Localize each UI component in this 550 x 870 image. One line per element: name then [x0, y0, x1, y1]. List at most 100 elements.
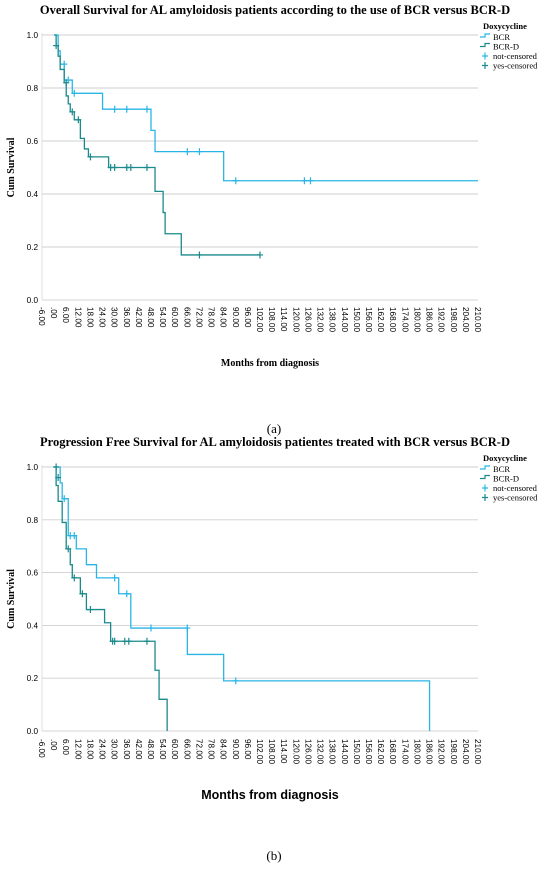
x-tick-label: 174.00: [400, 307, 409, 332]
x-tick-label: 54.00: [158, 739, 167, 760]
x-tick-label: -6.00: [37, 307, 46, 326]
survival-curve-bcr: [54, 466, 431, 731]
x-tick-label: 48.00: [146, 307, 155, 328]
survival-curve-bcr: [54, 34, 478, 182]
x-tick-label: 66.00: [182, 739, 191, 760]
y-tick-label: 1.0: [27, 31, 39, 40]
x-tick-label: 204.00: [461, 307, 470, 332]
x-tick-label: 102.00: [255, 307, 264, 332]
legend-entry: BCR-D: [493, 474, 519, 484]
censor-mark-bcr: [61, 495, 68, 503]
censor-mark-bcr-d: [257, 251, 263, 259]
x-tick-label: 162.00: [376, 739, 385, 764]
y-tick-label: 0.8: [27, 84, 39, 93]
chart-title: Progression Free Survival for AL amyloid…: [40, 435, 510, 449]
censor-mark-bcr-d: [69, 108, 76, 116]
y-axis-title: Cum Survival: [6, 569, 17, 629]
legend-title: Doxycycline: [483, 21, 527, 31]
x-tick-label: 18.00: [85, 739, 94, 760]
legend-entry: BCR: [493, 32, 510, 42]
censor-mark-bcr: [196, 148, 203, 156]
x-tick-label: 174.00: [400, 739, 409, 764]
censor-mark-bcr: [232, 677, 239, 685]
y-tick-label: 0.6: [27, 569, 39, 578]
x-tick-label: 150.00: [352, 307, 361, 332]
censor-mark-bcr-d: [111, 164, 118, 171]
x-tick-label: 6.00: [61, 307, 70, 323]
legend-swatch: [480, 465, 490, 470]
x-tick-label: 186.00: [425, 739, 434, 764]
x-tick-label: 108.00: [267, 307, 276, 332]
x-tick-label: 12.00: [73, 739, 82, 760]
censor-mark-bcr: [307, 177, 314, 185]
x-tick-label: 168.00: [388, 307, 397, 332]
x-tick-label: 102.00: [255, 739, 264, 764]
x-tick-label: 96.00: [243, 307, 252, 328]
x-tick-label: 114.00: [279, 739, 288, 764]
x-tick-label: 12.00: [73, 307, 82, 328]
x-tick-label: 144.00: [340, 739, 349, 764]
x-tick-label: 180.00: [412, 307, 421, 332]
legend-swatch: [482, 494, 488, 501]
censor-mark-bcr: [111, 105, 118, 113]
censor-mark-bcr-d: [53, 463, 60, 471]
censor-mark-bcr: [61, 60, 68, 68]
censor-mark-bcr-d: [87, 606, 94, 614]
x-tick-label: 126.00: [303, 739, 312, 764]
censor-mark-bcr: [123, 590, 130, 598]
legend-swatch: [480, 42, 490, 48]
overall-survival-chart: Overall Survival for AL amyloidosis pati…: [6, 3, 538, 369]
censor-mark-bcr: [148, 624, 154, 632]
y-tick-label: 0.4: [27, 190, 39, 199]
x-tick-label: 90.00: [231, 307, 240, 328]
x-tick-label: 114.00: [279, 307, 288, 332]
x-tick-label: 132.00: [316, 307, 325, 332]
censor-mark-bcr: [71, 89, 78, 97]
progression-free-survival-chart: Progression Free Survival for AL amyloid…: [6, 435, 538, 802]
x-tick-label: 72.00: [194, 739, 203, 760]
legend-entry: not-censored: [493, 483, 538, 493]
x-tick-label: 126.00: [303, 307, 312, 332]
censor-mark-bcr: [301, 177, 308, 185]
x-tick-label: 84.00: [219, 739, 228, 760]
legend-entry: not-censored: [493, 51, 538, 61]
x-tick-label: 24.00: [98, 307, 107, 328]
legend-entry: yes-censored: [493, 61, 538, 71]
x-tick-label: 42.00: [134, 739, 143, 760]
x-tick-label: -6.00: [37, 739, 46, 758]
x-tick-label: 204.00: [461, 739, 470, 764]
x-axis-title: Months from diagnosis: [201, 788, 339, 802]
legend-swatch: [480, 474, 490, 480]
x-tick-label: 156.00: [364, 307, 373, 332]
censor-mark-bcr: [143, 105, 150, 113]
censor-mark-bcr-d: [143, 637, 150, 645]
x-tick-label: 60.00: [170, 739, 179, 760]
legend-entry: BCR-D: [493, 42, 519, 52]
y-axis-title: Cum Survival: [6, 137, 17, 197]
x-tick-label: 96.00: [243, 739, 252, 760]
x-tick-label: 120.00: [291, 307, 300, 332]
panel-label-a: (a): [267, 421, 281, 436]
x-tick-label: 120.00: [291, 739, 300, 764]
x-tick-label: .00: [49, 739, 58, 751]
x-tick-label: 90.00: [231, 739, 240, 760]
x-tick-label: 30.00: [110, 307, 119, 328]
censor-mark-bcr: [184, 624, 191, 632]
x-tick-label: 132.00: [316, 739, 325, 764]
censor-mark-bcr-d: [111, 637, 118, 645]
survival-curve-bcr-d: [54, 466, 168, 731]
x-tick-label: 24.00: [98, 739, 107, 760]
censor-mark-bcr: [111, 574, 118, 582]
panel-label-b: (b): [266, 848, 281, 863]
y-tick-label: 0.8: [27, 516, 39, 525]
chart-title: Overall Survival for AL amyloidosis pati…: [40, 3, 510, 17]
x-tick-label: 30.00: [110, 739, 119, 760]
x-tick-label: 42.00: [134, 307, 143, 328]
censor-mark-bcr: [71, 532, 78, 540]
x-tick-label: 66.00: [182, 307, 191, 328]
censor-mark-bcr-d: [75, 116, 82, 124]
legend-swatch: [482, 62, 488, 69]
legend-swatch: [480, 33, 490, 38]
x-tick-label: 18.00: [85, 307, 94, 328]
